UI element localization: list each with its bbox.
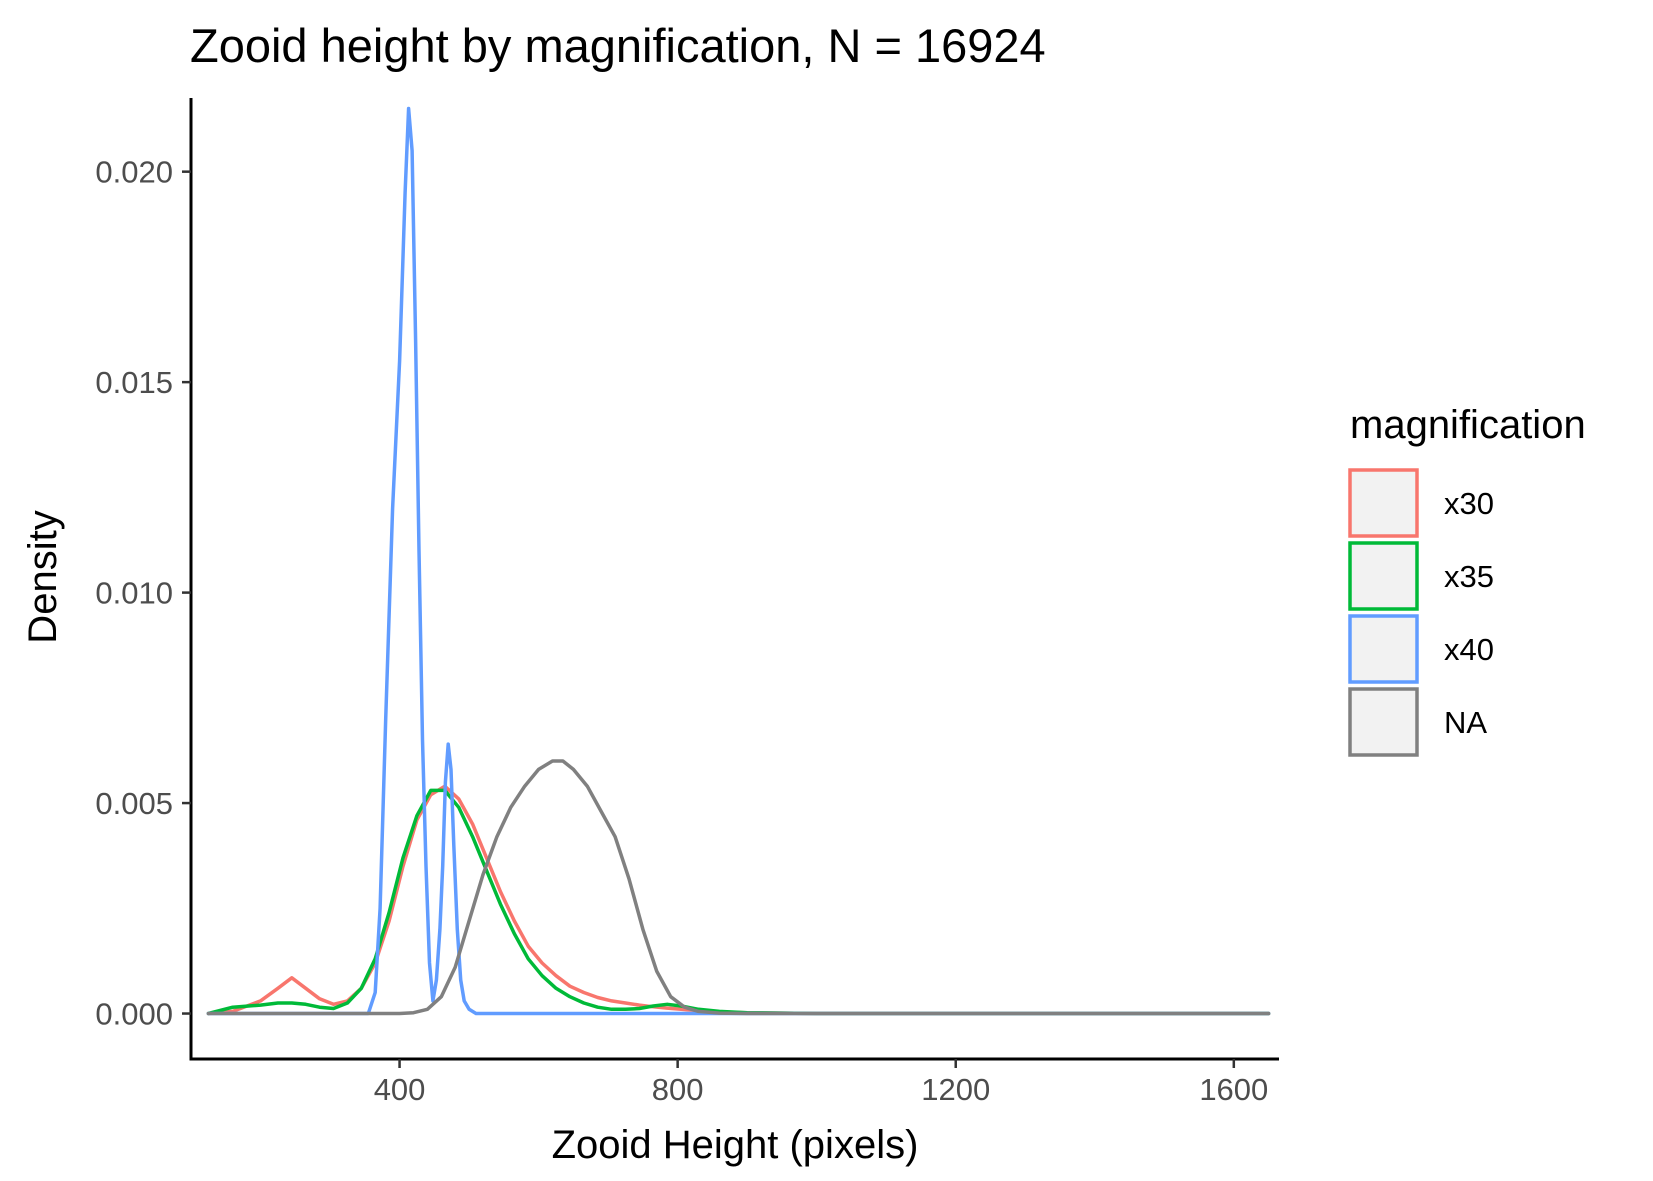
legend-label-na: NA [1444, 705, 1487, 740]
series-layer [206, 106, 1271, 1016]
legend-key-x30 [1348, 468, 1419, 538]
legend-title: magnification [1350, 403, 1586, 447]
y-axis-title: Density [21, 510, 65, 643]
x-tick-label: 400 [374, 1072, 426, 1107]
series-line-x30 [206, 784, 1271, 1016]
legend-label-x30: x30 [1444, 486, 1494, 521]
legend-items: x30 x35 x40 NA [1348, 468, 1494, 757]
x-axis-title: Zooid Height (pixels) [552, 1123, 919, 1167]
y-axis-ticks: 0.000 0.005 0.010 0.015 0.020 [95, 155, 191, 1032]
legend: magnification x30 x35 x40 NA [1348, 403, 1586, 757]
series-line-x40 [206, 106, 1271, 1016]
y-tick-label: 0.005 [95, 786, 173, 821]
series-line-na [206, 759, 1271, 1016]
x-tick-label: 1200 [921, 1072, 990, 1107]
x-tick-label: 1600 [1199, 1072, 1268, 1107]
chart-title: Zooid height by magnification, N = 16924 [190, 19, 1046, 72]
x-tick-label: 800 [652, 1072, 704, 1107]
y-tick-label: 0.015 [95, 365, 173, 400]
legend-key-na [1348, 687, 1419, 757]
x-axis-ticks: 400 800 1200 1600 [374, 1059, 1268, 1107]
y-tick-label: 0.020 [95, 155, 173, 190]
legend-key-x35 [1348, 541, 1419, 611]
y-tick-label: 0.010 [95, 576, 173, 611]
y-tick-label: 0.000 [95, 997, 173, 1032]
series-line-x35 [206, 788, 1271, 1016]
legend-label-x35: x35 [1444, 559, 1494, 594]
legend-label-x40: x40 [1444, 632, 1494, 667]
legend-key-x40 [1348, 614, 1419, 684]
